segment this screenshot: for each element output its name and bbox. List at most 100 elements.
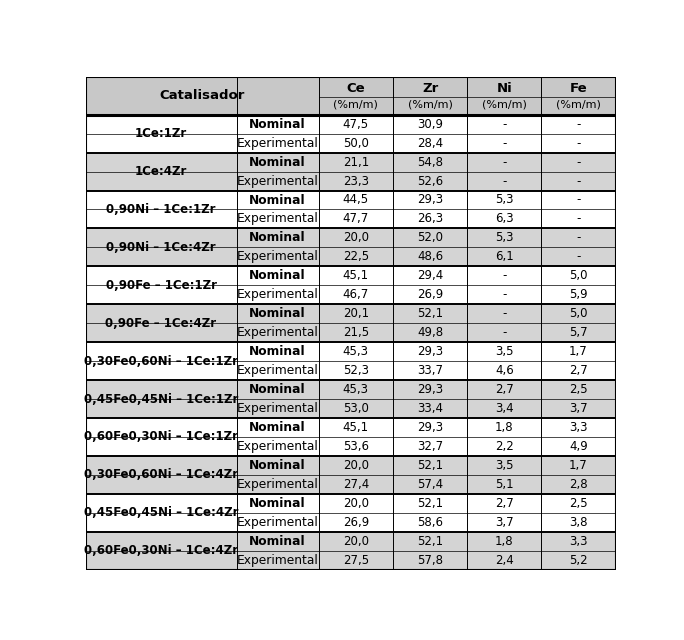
- Text: -: -: [577, 212, 581, 225]
- Text: Experimental: Experimental: [237, 478, 319, 491]
- Bar: [86, 172, 616, 191]
- Text: 48,6: 48,6: [417, 250, 443, 264]
- Text: Nominal: Nominal: [250, 118, 306, 131]
- Text: 30,9: 30,9: [417, 118, 443, 131]
- Text: 0,45Fe0,45Ni – 1Ce:4Zr: 0,45Fe0,45Ni – 1Ce:4Zr: [83, 506, 238, 519]
- Text: 52,1: 52,1: [417, 497, 443, 510]
- Text: 0,90Ni – 1Ce:4Zr: 0,90Ni – 1Ce:4Zr: [106, 241, 216, 254]
- Bar: [86, 380, 616, 399]
- Text: 26,3: 26,3: [417, 212, 443, 225]
- Bar: [86, 115, 616, 134]
- Bar: [86, 228, 616, 248]
- Bar: [86, 361, 616, 380]
- Text: Experimental: Experimental: [237, 364, 319, 377]
- Text: 0,60Fe0,30Ni – 1Ce:1Zr: 0,60Fe0,30Ni – 1Ce:1Zr: [84, 431, 238, 444]
- Text: Nominal: Nominal: [250, 307, 306, 320]
- Text: 54,8: 54,8: [417, 156, 443, 168]
- Bar: [86, 285, 616, 304]
- Text: 45,3: 45,3: [343, 383, 369, 396]
- Text: 57,4: 57,4: [417, 478, 443, 491]
- Text: 2,7: 2,7: [495, 497, 514, 510]
- Text: 52,1: 52,1: [417, 534, 443, 548]
- Bar: [86, 532, 616, 550]
- Text: Experimental: Experimental: [237, 554, 319, 566]
- Text: 23,3: 23,3: [343, 175, 369, 188]
- Text: 2,5: 2,5: [569, 383, 588, 396]
- Text: 0,90Fe – 1Ce:4Zr: 0,90Fe – 1Ce:4Zr: [105, 317, 217, 330]
- Text: 1Ce:4Zr: 1Ce:4Zr: [135, 165, 187, 178]
- Text: 26,9: 26,9: [417, 288, 443, 301]
- Text: 57,8: 57,8: [417, 554, 443, 566]
- Text: 4,6: 4,6: [495, 364, 514, 377]
- Text: Nominal: Nominal: [250, 193, 306, 207]
- Text: -: -: [577, 175, 581, 188]
- Text: (%m/m): (%m/m): [556, 99, 601, 109]
- Text: 2,8: 2,8: [569, 478, 588, 491]
- Text: Nominal: Nominal: [250, 232, 306, 244]
- Text: 3,7: 3,7: [495, 516, 514, 529]
- Text: 20,0: 20,0: [343, 497, 369, 510]
- Text: 33,4: 33,4: [417, 402, 443, 415]
- Bar: [86, 191, 616, 209]
- Text: Experimental: Experimental: [237, 175, 319, 188]
- Text: 5,0: 5,0: [569, 269, 588, 282]
- Text: 3,8: 3,8: [569, 516, 588, 529]
- Text: 52,0: 52,0: [417, 232, 443, 244]
- Text: 29,3: 29,3: [417, 345, 443, 358]
- Text: 20,1: 20,1: [343, 307, 369, 320]
- Text: Experimental: Experimental: [237, 250, 319, 264]
- Text: Nominal: Nominal: [250, 534, 306, 548]
- Text: 52,6: 52,6: [417, 175, 443, 188]
- Text: 20,0: 20,0: [343, 459, 369, 472]
- Bar: [86, 248, 616, 266]
- Text: Ni: Ni: [497, 83, 512, 95]
- Text: 44,5: 44,5: [343, 193, 369, 207]
- Text: 45,1: 45,1: [343, 421, 369, 434]
- Text: Fe: Fe: [570, 83, 588, 95]
- Bar: [86, 418, 616, 437]
- Bar: [86, 437, 616, 456]
- Text: 1,8: 1,8: [495, 421, 514, 434]
- Text: 0,90Fe – 1Ce:1Zr: 0,90Fe – 1Ce:1Zr: [105, 279, 217, 292]
- Bar: [86, 494, 616, 513]
- Text: 5,9: 5,9: [569, 288, 588, 301]
- Text: Experimental: Experimental: [237, 440, 319, 453]
- Text: -: -: [502, 326, 506, 339]
- Text: 52,1: 52,1: [417, 307, 443, 320]
- Text: 29,3: 29,3: [417, 383, 443, 396]
- Bar: [86, 399, 616, 418]
- Text: -: -: [502, 307, 506, 320]
- Text: (%m/m): (%m/m): [408, 99, 453, 109]
- Text: 2,7: 2,7: [569, 364, 588, 377]
- Bar: [86, 475, 616, 494]
- Text: 47,5: 47,5: [343, 118, 369, 131]
- Text: 58,6: 58,6: [417, 516, 443, 529]
- Text: Experimental: Experimental: [237, 326, 319, 339]
- Bar: [86, 134, 616, 152]
- Bar: [86, 513, 616, 532]
- Text: 0,30Fe0,60Ni – 1Ce:1Zr: 0,30Fe0,60Ni – 1Ce:1Zr: [84, 355, 238, 367]
- Text: Experimental: Experimental: [237, 212, 319, 225]
- Text: 53,0: 53,0: [343, 402, 369, 415]
- Text: 0,45Fe0,45Ni – 1Ce:1Zr: 0,45Fe0,45Ni – 1Ce:1Zr: [84, 392, 238, 406]
- Text: 5,0: 5,0: [569, 307, 588, 320]
- Text: 2,2: 2,2: [495, 440, 514, 453]
- Text: 1,7: 1,7: [569, 459, 588, 472]
- Text: 1Ce:1Zr: 1Ce:1Zr: [135, 127, 187, 140]
- Text: 2,5: 2,5: [569, 497, 588, 510]
- Text: 5,3: 5,3: [495, 232, 514, 244]
- Text: 3,5: 3,5: [495, 459, 514, 472]
- Text: Nominal: Nominal: [250, 269, 306, 282]
- Text: -: -: [577, 193, 581, 207]
- Text: 1,8: 1,8: [495, 534, 514, 548]
- Bar: [86, 152, 616, 172]
- Text: 5,3: 5,3: [495, 193, 514, 207]
- Text: Nominal: Nominal: [250, 156, 306, 168]
- Text: Zr: Zr: [422, 83, 438, 95]
- Text: 29,3: 29,3: [417, 421, 443, 434]
- Text: Nominal: Nominal: [250, 459, 306, 472]
- Text: 27,5: 27,5: [343, 554, 369, 566]
- Text: (%m/m): (%m/m): [333, 99, 378, 109]
- Text: 21,5: 21,5: [343, 326, 369, 339]
- Text: 6,3: 6,3: [495, 212, 514, 225]
